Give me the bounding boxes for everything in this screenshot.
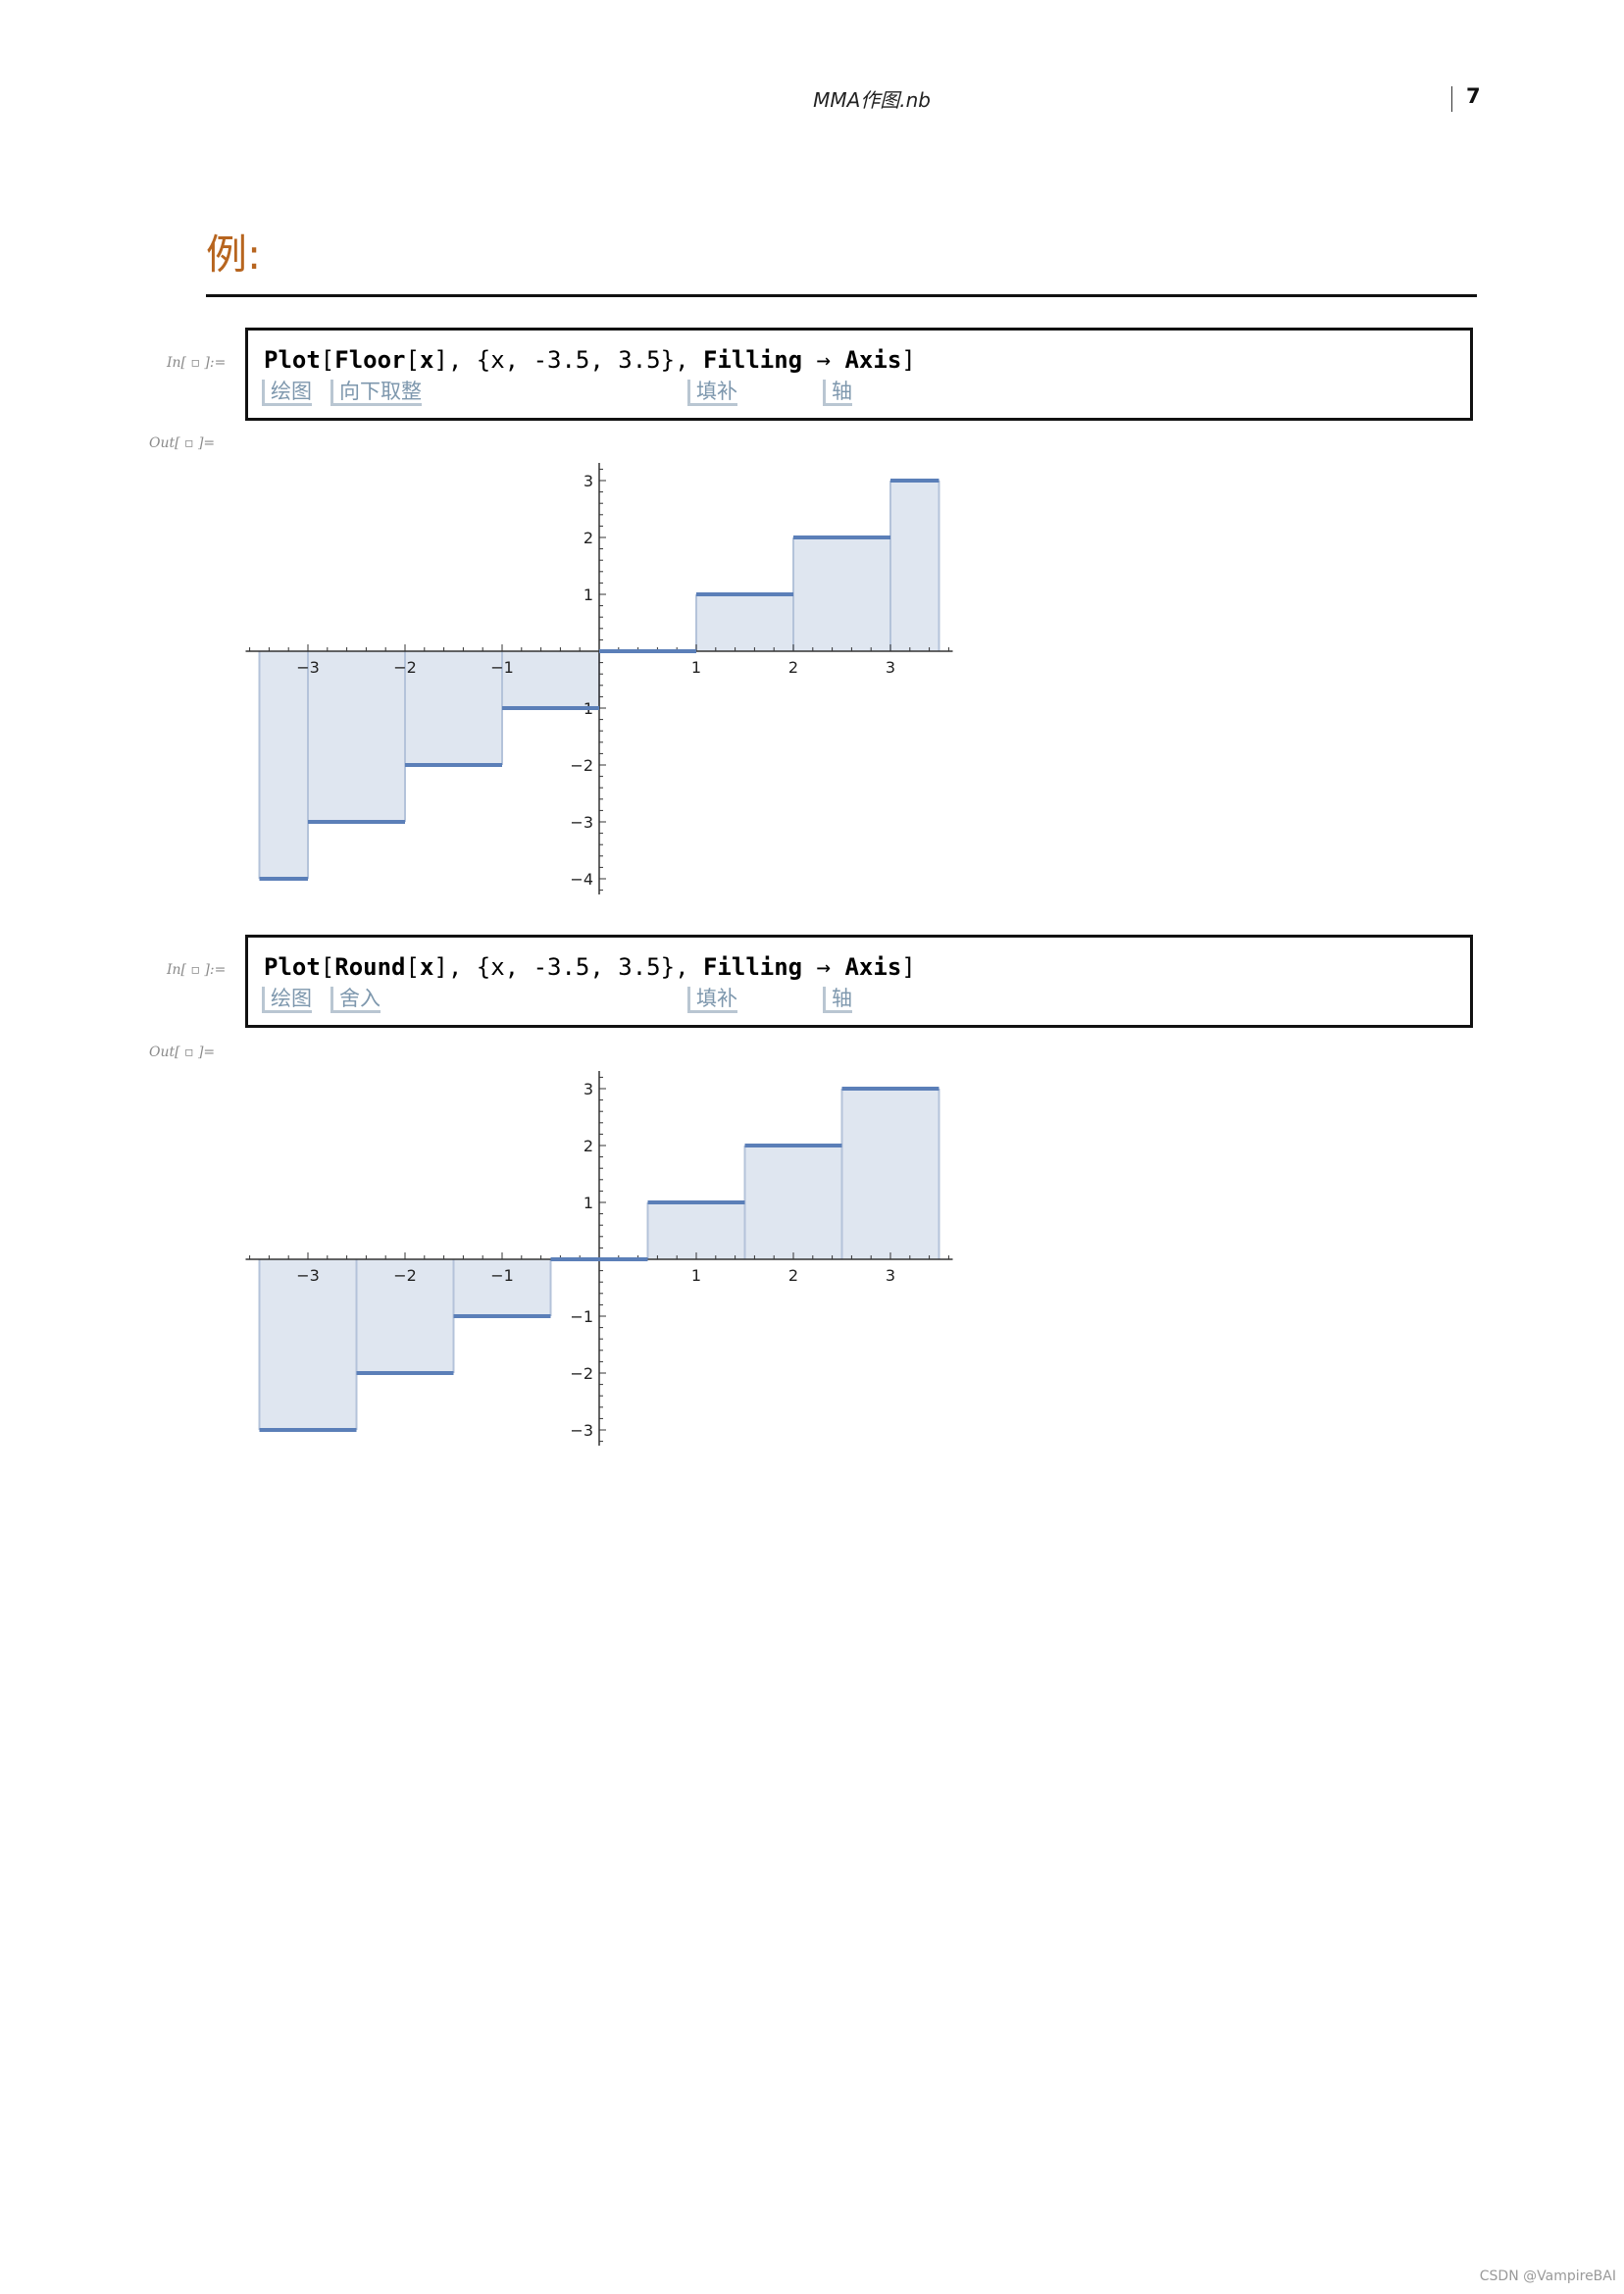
- floor-fill-5: [696, 594, 793, 651]
- round-fill-2: [453, 1259, 551, 1316]
- round-y-tick-label-2: 1: [584, 1194, 593, 1212]
- round-y-tick-label-5: −3: [570, 1421, 593, 1440]
- section-title: 例:: [206, 230, 262, 279]
- floor-fill-6: [793, 537, 890, 651]
- watermark: CSDN @VampireBAI: [1479, 2269, 1616, 2284]
- round-fill-4: [647, 1202, 745, 1259]
- floor-x-tick-label-5: 3: [886, 658, 895, 677]
- code-line-1[interactable]: Plot[Floor[x], {x, -3.5, 3.5}, Filling →…: [264, 346, 916, 374]
- floor-y-tick-label-2: 1: [584, 586, 593, 604]
- floor-x-tick-label-2: −1: [490, 658, 514, 677]
- floor-fill-7: [890, 481, 939, 651]
- round-fill-6: [841, 1089, 939, 1259]
- round-x-tick-label-4: 2: [788, 1266, 798, 1285]
- round-fill-5: [744, 1146, 842, 1259]
- floor-fill-3: [502, 651, 599, 708]
- hint-axis: 轴: [823, 987, 852, 1013]
- output-label-2: Out[ ▫ ]=: [149, 1045, 216, 1060]
- section-divider: [206, 294, 1477, 297]
- round-fill-0: [259, 1259, 357, 1430]
- floor-y-tick-label-0: 3: [584, 472, 593, 490]
- input-cell-1[interactable]: Plot[Floor[x], {x, -3.5, 3.5}, Filling →…: [245, 328, 1473, 421]
- round-plot-area: −3 −2 −1 1 2 3 3 2 1 −1 −2 −3: [245, 1071, 953, 1446]
- floor-fill-1: [308, 651, 405, 822]
- round-x-tick-label-0: −3: [296, 1266, 320, 1285]
- input-cell-2[interactable]: Plot[Round[x], {x, -3.5, 3.5}, Filling →…: [245, 935, 1473, 1028]
- round-y-tick-label-0: 3: [584, 1080, 593, 1098]
- floor-y-tick-label-6: −4: [570, 870, 593, 889]
- round-y-tick-label-3: −1: [570, 1307, 593, 1326]
- hint-plot: 绘图: [262, 380, 312, 406]
- hint-filling: 填补: [687, 380, 737, 406]
- floor-fill-2: [405, 651, 502, 765]
- round-y-tick-label-1: 2: [584, 1137, 593, 1155]
- hint-floor: 向下取整: [330, 380, 422, 406]
- input-label-1: In[ ▫ ]:=: [167, 355, 227, 371]
- round-x-tick-label-1: −2: [393, 1266, 417, 1285]
- hint-plot: 绘图: [262, 987, 312, 1013]
- floor-x-tick-label-4: 2: [788, 658, 798, 677]
- input-label-2: In[ ▫ ]:=: [167, 962, 227, 978]
- header-divider: [1451, 86, 1452, 112]
- code-line-2[interactable]: Plot[Round[x], {x, -3.5, 3.5}, Filling →…: [264, 953, 916, 981]
- round-x-tick-label-5: 3: [886, 1266, 895, 1285]
- hint-round: 舍入: [330, 987, 381, 1013]
- floor-fill-0: [259, 651, 308, 879]
- notebook-title: MMA作图.nb: [813, 88, 931, 112]
- floor-x-tick-label-1: −2: [393, 658, 417, 677]
- floor-x-tick-label-3: 1: [691, 658, 701, 677]
- output-label-1: Out[ ▫ ]=: [149, 435, 216, 451]
- floor-y-tick-label-1: 2: [584, 529, 593, 547]
- page-number: 7: [1466, 84, 1481, 108]
- floor-y-tick-label-4: −2: [570, 756, 593, 775]
- floor-y-tick-label-5: −3: [570, 813, 593, 832]
- round-x-tick-label-2: −1: [490, 1266, 514, 1285]
- round-fill-1: [356, 1259, 454, 1373]
- round-y-tick-label-4: −2: [570, 1364, 593, 1383]
- floor-x-tick-label-0: −3: [296, 658, 320, 677]
- hint-filling: 填补: [687, 987, 737, 1013]
- round-x-tick-label-3: 1: [691, 1266, 701, 1285]
- hint-axis: 轴: [823, 380, 852, 406]
- round-plot: −3 −2 −1 1 2 3 3 2 1 −1 −2 −3: [245, 1071, 953, 1446]
